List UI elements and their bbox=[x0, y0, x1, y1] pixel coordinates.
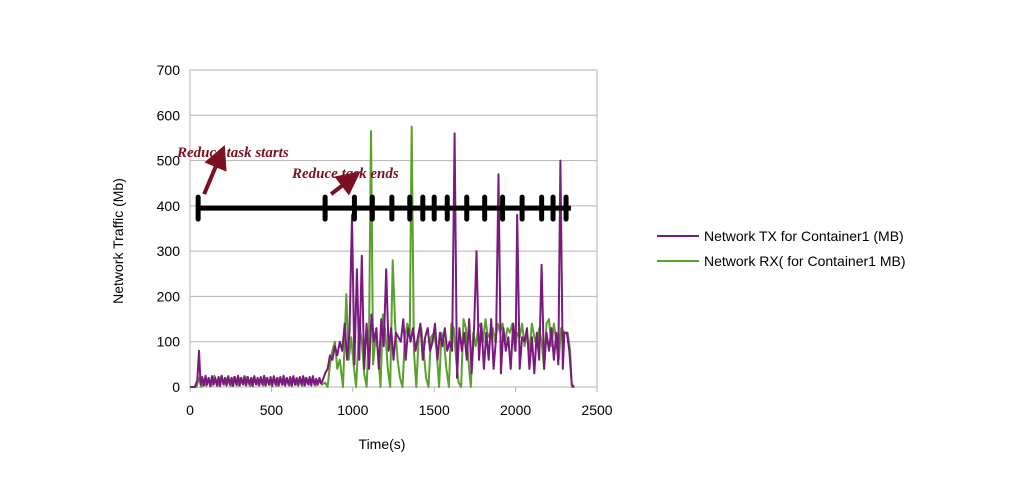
y-tick-label: 700 bbox=[157, 62, 181, 78]
y-tick-label: 200 bbox=[157, 288, 181, 304]
y-tick-label: 300 bbox=[157, 243, 181, 259]
series-line-0 bbox=[190, 132, 575, 388]
x-tick-label: 500 bbox=[260, 402, 284, 418]
legend-label-tx: Network TX for Container1 (MB) bbox=[704, 228, 904, 244]
annotation-label: Reduce task starts bbox=[176, 145, 289, 161]
series-lines bbox=[190, 125, 575, 388]
y-tick-label: 400 bbox=[157, 198, 181, 214]
x-tick-labels: 0 500 1000 1500 2000 2500 bbox=[186, 402, 613, 418]
plot-area-frame bbox=[189, 69, 598, 388]
x-axis-title: Time(s) bbox=[359, 436, 406, 452]
x-tick-label: 1500 bbox=[419, 402, 450, 418]
x-tick-label: 2500 bbox=[581, 402, 612, 418]
y-tick-labels: 0 100 200 300 400 500 600 700 bbox=[157, 62, 181, 395]
legend-label-rx: Network RX( for Container1 MB) bbox=[704, 253, 906, 269]
x-tick-label: 2000 bbox=[500, 402, 531, 418]
x-tick-label: 0 bbox=[186, 402, 194, 418]
y-axis-title: Network Traffic (Mb) bbox=[110, 178, 126, 304]
annotation-label: Reduce task ends bbox=[291, 166, 399, 182]
y-tick-label: 600 bbox=[157, 107, 181, 123]
y-tick-label: 100 bbox=[157, 334, 181, 350]
annotation-arrow bbox=[202, 144, 227, 195]
annotation-arrow bbox=[329, 171, 361, 196]
y-tick-label: 500 bbox=[157, 153, 181, 169]
y-tick-label: 0 bbox=[172, 379, 180, 395]
x-tick-label: 1000 bbox=[337, 402, 368, 418]
task-marker-line bbox=[195, 194, 571, 222]
legend: Network TX for Container1 (MB) Network R… bbox=[657, 228, 906, 269]
